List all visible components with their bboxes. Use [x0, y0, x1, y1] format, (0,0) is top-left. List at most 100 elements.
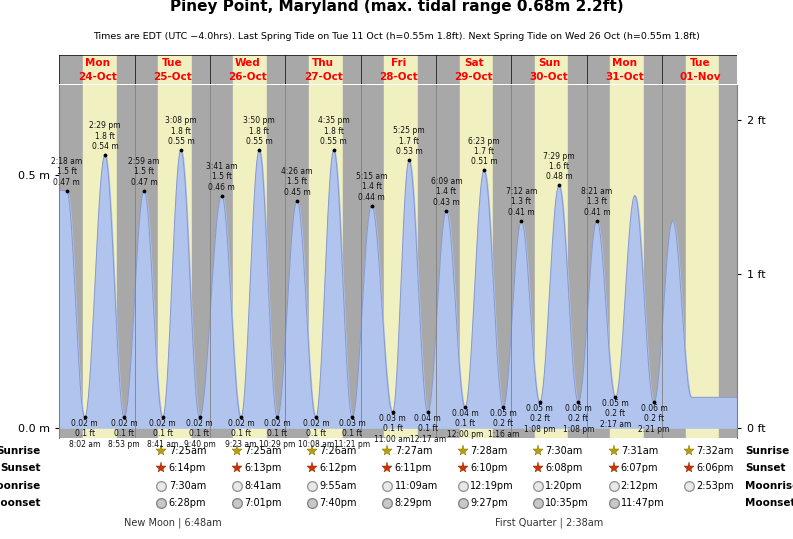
Text: Sunrise: Sunrise	[0, 446, 40, 456]
Bar	[611, 55, 644, 84]
Bar	[158, 85, 192, 438]
Bar	[233, 55, 267, 84]
Bar	[117, 85, 135, 438]
Bar	[308, 55, 343, 84]
Text: 0.03 m
0.1 ft
11:00 am: 0.03 m 0.1 ft 11:00 am	[374, 414, 411, 444]
Text: 5:25 pm
1.7 ft
0.53 m: 5:25 pm 1.7 ft 0.53 m	[393, 127, 425, 156]
Bar	[210, 85, 233, 438]
Text: 31-Oct: 31-Oct	[605, 72, 644, 82]
Bar	[569, 55, 587, 84]
Bar	[644, 55, 662, 84]
Bar	[158, 55, 192, 84]
Text: 0.02 m
0.1 ft
8:41 am: 0.02 m 0.1 ft 8:41 am	[147, 419, 178, 449]
Text: 0.05 m
0.2 ft
1:16 am: 0.05 m 0.2 ft 1:16 am	[488, 409, 519, 439]
Bar	[82, 55, 117, 84]
Bar	[611, 85, 644, 438]
Bar	[361, 55, 385, 84]
Bar	[285, 55, 308, 84]
Text: 4:26 am
1.5 ft
0.45 m: 4:26 am 1.5 ft 0.45 m	[282, 167, 312, 197]
Bar	[135, 55, 158, 84]
Text: 4:35 pm
1.8 ft
0.55 m: 4:35 pm 1.8 ft 0.55 m	[318, 116, 350, 146]
Text: 30-Oct: 30-Oct	[530, 72, 569, 82]
Text: 6:08pm: 6:08pm	[546, 464, 583, 473]
Text: 0.02 m
0.1 ft
9:40 pm: 0.02 m 0.1 ft 9:40 pm	[184, 419, 216, 449]
Text: 7:30am: 7:30am	[546, 446, 583, 456]
Bar	[535, 85, 569, 438]
Bar	[460, 85, 493, 438]
Bar	[436, 55, 460, 84]
Text: Wed: Wed	[235, 58, 261, 68]
Text: 11:09am: 11:09am	[395, 481, 438, 490]
Text: 6:12pm: 6:12pm	[320, 464, 357, 473]
Text: 0.06 m
0.2 ft
1:08 pm: 0.06 m 0.2 ft 1:08 pm	[562, 404, 594, 434]
Text: 6:13pm: 6:13pm	[244, 464, 282, 473]
Text: 2:53pm: 2:53pm	[696, 481, 734, 490]
Bar	[686, 55, 719, 84]
Text: 10:35pm: 10:35pm	[546, 498, 589, 508]
Text: 7:30am: 7:30am	[169, 481, 206, 490]
Bar	[267, 55, 285, 84]
Text: Mon: Mon	[85, 58, 109, 68]
Text: 7:32am: 7:32am	[696, 446, 734, 456]
Bar	[460, 55, 493, 84]
Text: 01-Nov: 01-Nov	[679, 72, 721, 82]
Bar	[587, 85, 611, 438]
Text: 0.04 m
0.1 ft
12:00 pm: 0.04 m 0.1 ft 12:00 pm	[446, 409, 483, 439]
Text: 6:10pm: 6:10pm	[470, 464, 508, 473]
Text: 6:14pm: 6:14pm	[169, 464, 206, 473]
Text: 7:28am: 7:28am	[470, 446, 508, 456]
Text: 0.06 m
0.2 ft
2:21 pm: 0.06 m 0.2 ft 2:21 pm	[638, 404, 669, 434]
Bar	[385, 85, 418, 438]
Bar	[385, 55, 418, 84]
Bar	[285, 85, 308, 438]
Bar	[662, 85, 686, 438]
Text: 26-Oct: 26-Oct	[228, 72, 267, 82]
Bar	[686, 85, 719, 438]
Text: 7:27am: 7:27am	[395, 446, 432, 456]
Text: 7:12 am
1.3 ft
0.41 m: 7:12 am 1.3 ft 0.41 m	[506, 187, 537, 217]
Text: 5:15 am
1.4 ft
0.44 m: 5:15 am 1.4 ft 0.44 m	[356, 172, 387, 202]
Text: Moonset: Moonset	[745, 498, 793, 508]
Text: 7:40pm: 7:40pm	[320, 498, 357, 508]
Text: Sunset: Sunset	[0, 464, 40, 473]
Text: Fri: Fri	[391, 58, 406, 68]
Text: 0.02 m
0.1 ft
8:02 am: 0.02 m 0.1 ft 8:02 am	[69, 419, 101, 449]
Text: 6:06pm: 6:06pm	[696, 464, 734, 473]
Bar	[511, 55, 535, 84]
Text: New Moon | 6:48am: New Moon | 6:48am	[124, 517, 221, 528]
Bar	[233, 85, 267, 438]
Bar	[59, 55, 82, 84]
Text: 0.03 m
0.1 ft
11:21 pm: 0.03 m 0.1 ft 11:21 pm	[334, 419, 370, 449]
Bar	[59, 85, 82, 438]
Text: 6:23 pm
1.7 ft
0.51 m: 6:23 pm 1.7 ft 0.51 m	[469, 136, 500, 167]
Bar	[719, 55, 737, 84]
Text: 0.02 m
0.1 ft
10:08 am: 0.02 m 0.1 ft 10:08 am	[297, 419, 334, 449]
Bar	[308, 85, 343, 438]
Bar	[82, 85, 117, 438]
Text: 11:47pm: 11:47pm	[621, 498, 665, 508]
Bar	[210, 55, 233, 84]
Bar	[535, 55, 569, 84]
Bar	[117, 55, 135, 84]
Text: 28-Oct: 28-Oct	[379, 72, 418, 82]
Text: Sun: Sun	[538, 58, 561, 68]
Bar	[493, 85, 511, 438]
Text: Tue: Tue	[689, 58, 711, 68]
Text: 0.02 m
0.1 ft
8:53 pm: 0.02 m 0.1 ft 8:53 pm	[109, 419, 140, 449]
Text: 6:09 am
1.4 ft
0.43 m: 6:09 am 1.4 ft 0.43 m	[431, 177, 462, 206]
Text: 0.04 m
0.1 ft
12:17 am: 0.04 m 0.1 ft 12:17 am	[410, 414, 446, 444]
Bar	[192, 85, 210, 438]
Text: 6:07pm: 6:07pm	[621, 464, 658, 473]
Text: 8:21 am
1.3 ft
0.41 m: 8:21 am 1.3 ft 0.41 m	[581, 187, 612, 217]
Text: Thu: Thu	[312, 58, 334, 68]
Bar	[569, 85, 587, 438]
Text: Moonrise: Moonrise	[745, 481, 793, 490]
Text: 0.02 m
0.1 ft
9:23 am: 0.02 m 0.1 ft 9:23 am	[225, 419, 257, 449]
Text: 6:11pm: 6:11pm	[395, 464, 432, 473]
Text: 3:08 pm
1.8 ft
0.55 m: 3:08 pm 1.8 ft 0.55 m	[165, 116, 197, 146]
Bar	[587, 55, 611, 84]
Text: Moonrise: Moonrise	[0, 481, 40, 490]
Text: 2:59 am
1.5 ft
0.47 m: 2:59 am 1.5 ft 0.47 m	[128, 157, 160, 186]
Bar	[343, 85, 361, 438]
Bar	[662, 55, 686, 84]
